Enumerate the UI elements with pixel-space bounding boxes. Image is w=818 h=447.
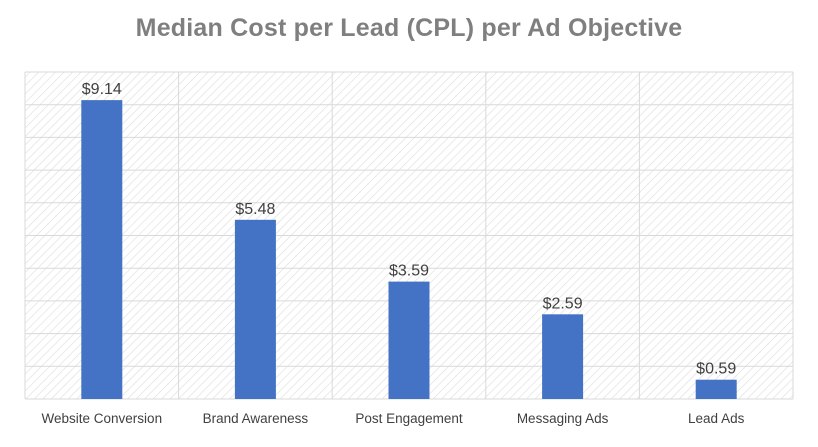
x-tick-label: Website Conversion [42, 411, 163, 426]
bar [81, 100, 123, 399]
x-axis-ticks: Website Conversion Brand Awareness Post En… [42, 411, 745, 426]
data-labels: $9.14 $5.48 $3.59 $2.59 $0.59 [82, 81, 737, 378]
bar [388, 281, 430, 399]
x-tick-label: Messaging Ads [517, 411, 609, 426]
x-tick-label: Lead Ads [688, 411, 745, 426]
bar [695, 379, 737, 399]
data-label: $9.14 [82, 81, 122, 98]
x-tick-label: Brand Awareness [203, 411, 309, 426]
chart-title: Median Cost per Lead (CPL) per Ad Object… [135, 14, 683, 42]
x-tick-label: Post Engagement [355, 411, 463, 426]
data-label: $3.59 [389, 263, 429, 280]
gridlines [24, 71, 794, 400]
data-label: $2.59 [543, 295, 583, 312]
data-label: $5.48 [235, 201, 275, 218]
bar [234, 219, 276, 399]
data-label: $0.59 [696, 361, 736, 378]
bars [81, 100, 737, 399]
bar [542, 314, 584, 399]
